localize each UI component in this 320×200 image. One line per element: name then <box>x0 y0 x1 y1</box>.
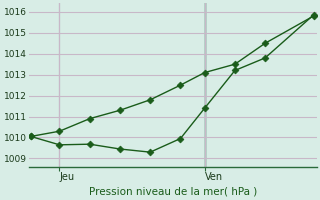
X-axis label: Pression niveau de la mer( hPa ): Pression niveau de la mer( hPa ) <box>89 187 257 197</box>
